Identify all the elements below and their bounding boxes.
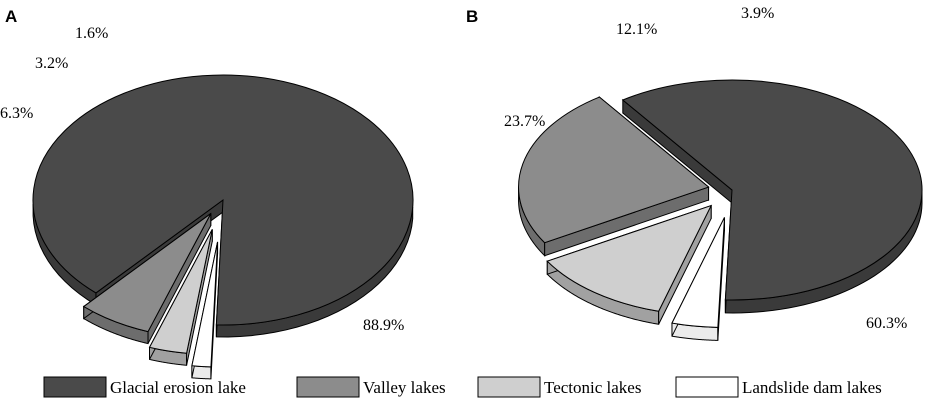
pie-a-rim-landslide-dam-lakes	[191, 365, 212, 380]
pie-b-label-valley-lakes: 23.7%	[504, 113, 545, 130]
panel-b: B 60.3% 23.7% 12.1% 3.9%	[466, 5, 923, 341]
pie-a-slice-glacial-erosion-lake	[32, 74, 414, 326]
pie-b-slice-tectonic-lakes	[546, 204, 713, 312]
panel-a-letter: A	[5, 7, 17, 26]
legend-label-tectonic-lakes: Tectonic lakes	[544, 378, 641, 397]
panel-a: A 88.9% 6.3% 3.2% 1.6%	[0, 7, 414, 380]
pie-b-slice-valley-lakes	[518, 96, 710, 244]
legend-swatch-tectonic-lakes	[477, 376, 541, 398]
pie-b-slice-landslide-dam-lakes	[671, 217, 725, 328]
pie-b-slice-glacial-erosion-lake	[621, 79, 923, 301]
pie-b-label-tectonic-lakes: 12.1%	[616, 21, 657, 38]
pie-b-label-landslide-dam-lakes: 3.9%	[741, 5, 774, 22]
pie-a-slice-landslide-dam-lakes	[191, 241, 219, 368]
legend-swatch-landslide-dam-lakes	[675, 376, 739, 398]
legend-swatch-glacial-erosion-lake	[43, 376, 107, 398]
pie-a-label-landslide-dam-lakes: 1.6%	[75, 25, 108, 42]
pie-a-label-tectonic-lakes: 3.2%	[35, 55, 68, 72]
legend-label-valley-lakes: Valley lakes	[363, 378, 446, 397]
pie-a-slice-valley-lakes	[82, 213, 212, 333]
pie-a-label-valley-lakes: 6.3%	[0, 105, 33, 122]
pie-a-label-glacial-erosion-lake: 88.9%	[363, 317, 404, 334]
legend: Glacial erosion lake Valley lakes Tecton…	[43, 376, 882, 398]
legend-label-glacial-erosion-lake: Glacial erosion lake	[110, 378, 246, 397]
pie-a-slice-tectonic-lakes	[148, 229, 213, 354]
legend-swatch-valley-lakes	[296, 376, 360, 398]
pie-b-label-glacial-erosion-lake: 60.3%	[866, 315, 907, 332]
panel-b-letter: B	[466, 7, 478, 26]
legend-label-landslide-dam-lakes: Landslide dam lakes	[742, 378, 882, 397]
